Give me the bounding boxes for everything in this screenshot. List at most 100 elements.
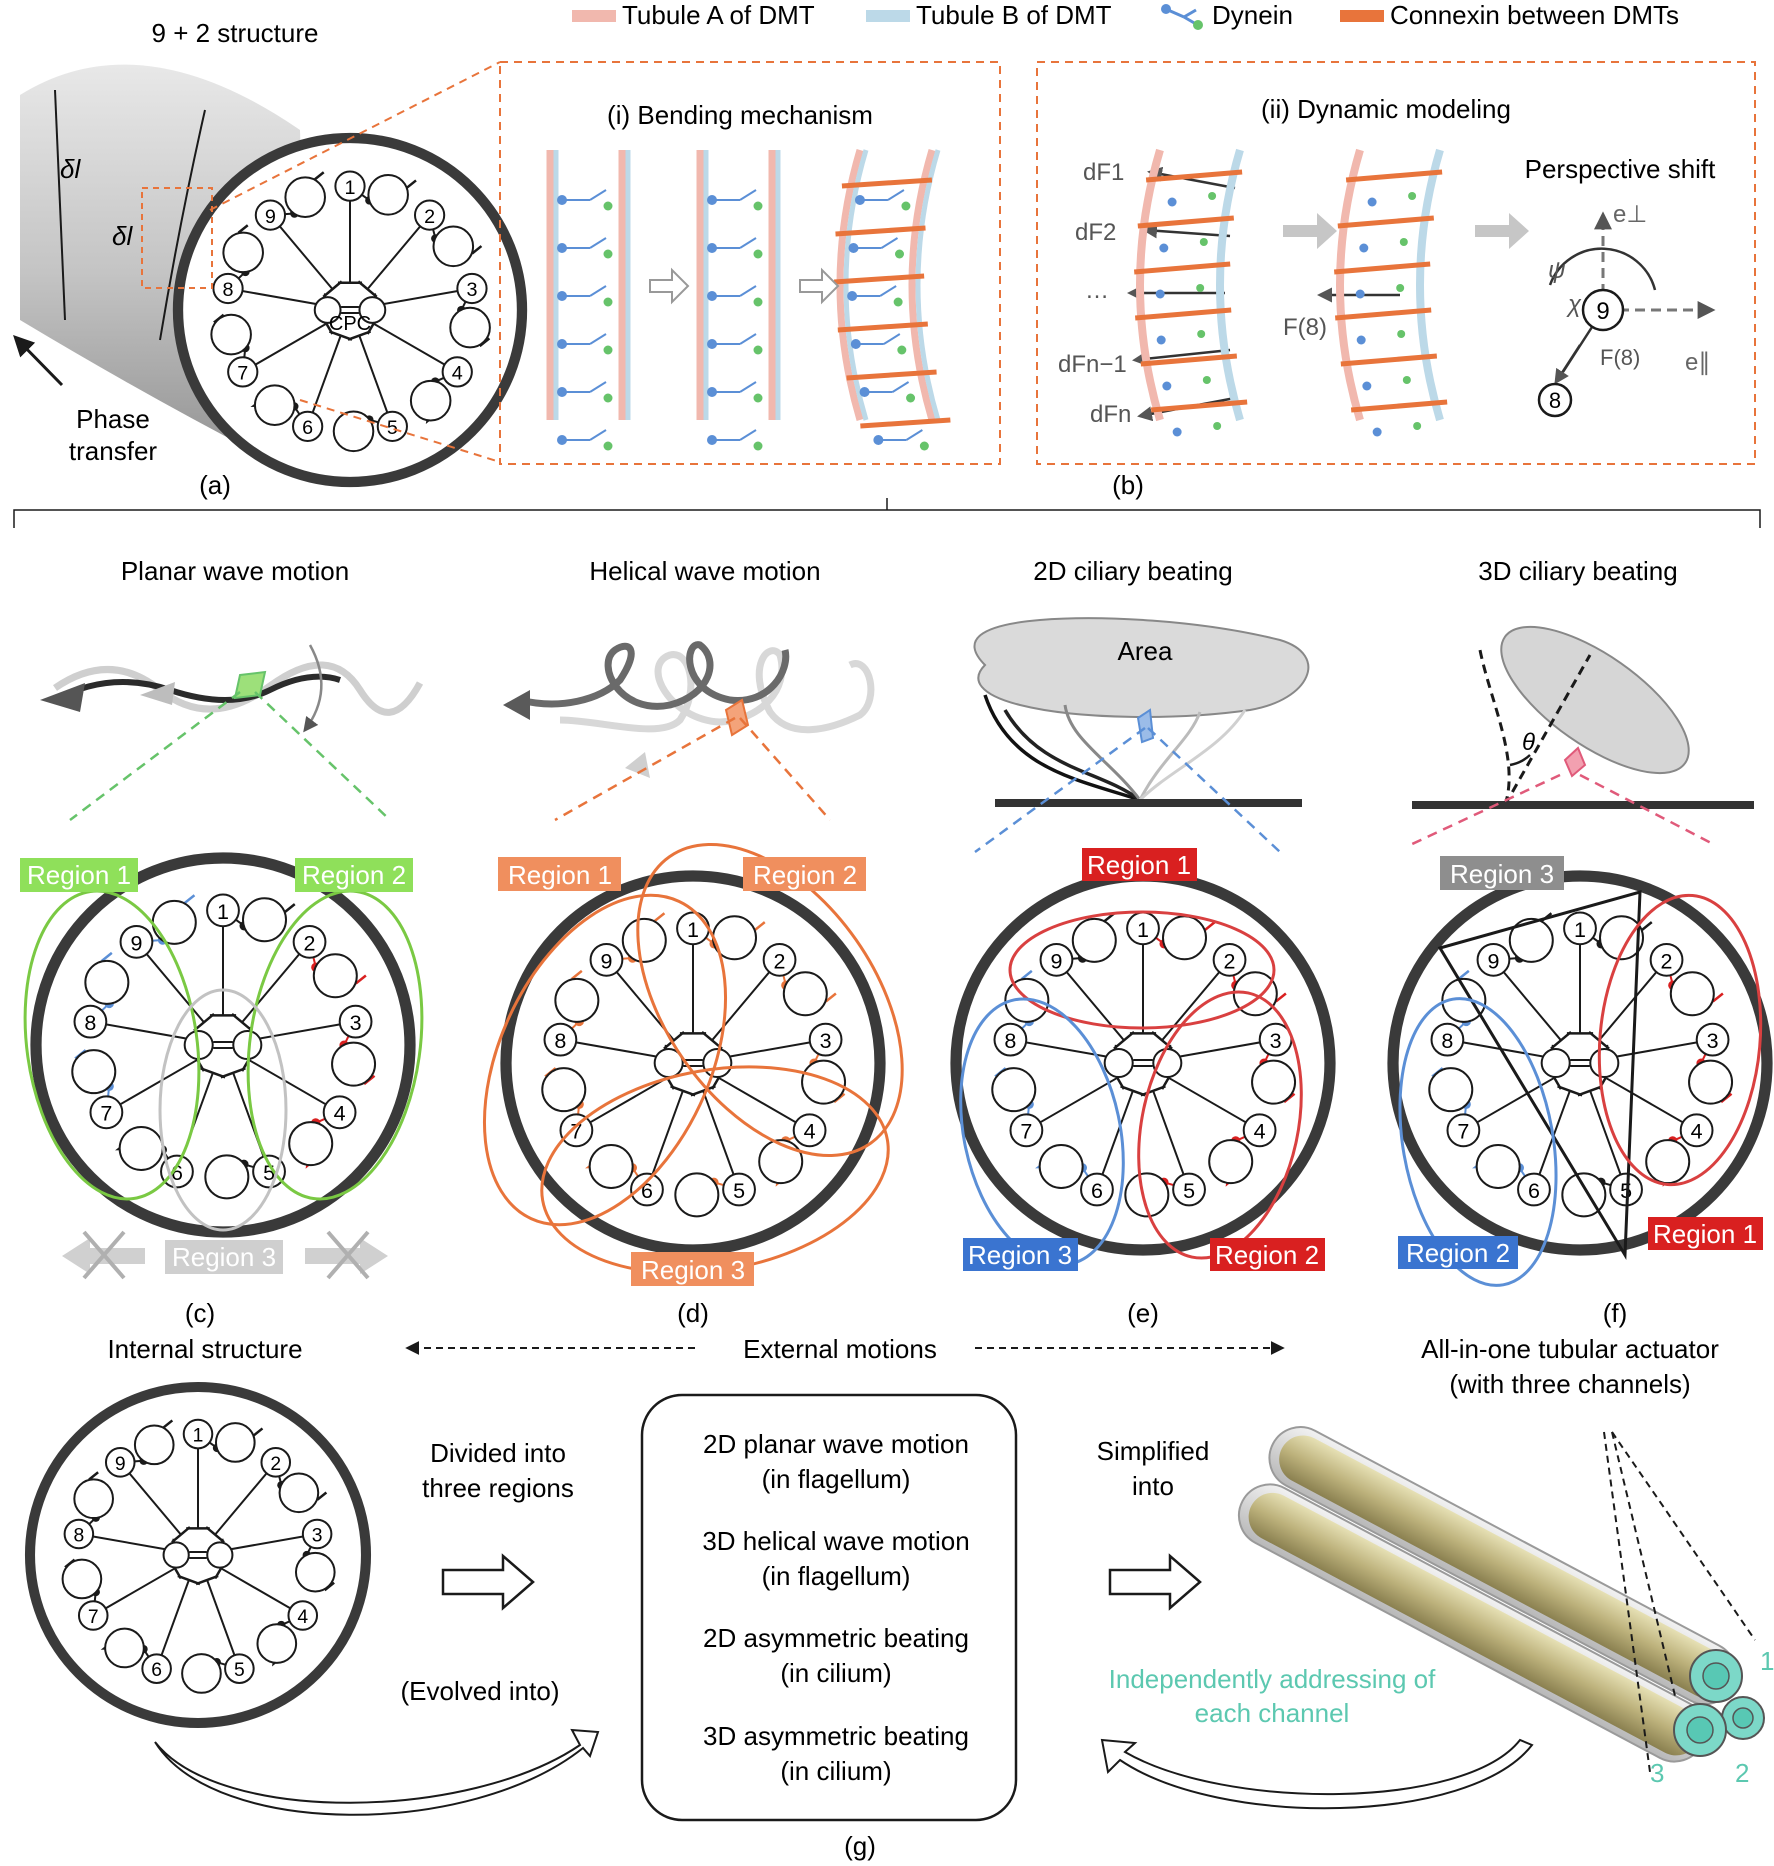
radial-spoke: [1608, 1038, 1713, 1059]
tubule-a: [1080, 1172, 1114, 1207]
tubule-a: [334, 170, 366, 202]
zoom-line: [69, 691, 241, 821]
doublet-number: 1: [217, 900, 229, 924]
tubule-b: [1508, 917, 1554, 963]
dynein-head: [1167, 197, 1177, 207]
dynein-head: [1156, 335, 1166, 345]
cilium-stroke: [1138, 709, 1247, 802]
motion-title: 2D ciliary beating: [1033, 556, 1232, 586]
transfer-label: transfer: [69, 436, 157, 466]
tubule-a: [808, 1022, 843, 1057]
radial-spoke: [575, 1076, 668, 1132]
spoke-head: [193, 1012, 215, 1032]
tubule-b: [1475, 1143, 1521, 1190]
dynein-stalk: [589, 429, 607, 441]
zoom-line: [739, 717, 831, 821]
doublet-number: 5: [234, 1660, 245, 1681]
tubule-a: [543, 1022, 578, 1057]
panel-b: (i) Bending mechanism (ii) Dynamic model…: [499, 61, 1756, 500]
dynein-head: [1362, 381, 1372, 391]
region-3-label-bg: [631, 1252, 754, 1286]
cross-section-internal: 1 2 3 4 5 6 7 8 9: [24, 1381, 372, 1729]
tubule-b: [554, 977, 600, 1023]
radial-spoke: [214, 1461, 277, 1536]
tubule-a: [1563, 911, 1597, 946]
region-3-outline: [1437, 889, 1642, 1261]
radial-spoke: [306, 335, 342, 427]
doublet-number: 2: [774, 949, 786, 973]
doublet-number: 3: [350, 1011, 362, 1035]
region-1-outline: [482, 893, 728, 1227]
dynein-head: [557, 243, 567, 253]
dynein-stalk: [739, 429, 757, 441]
tubule-a: [301, 1518, 333, 1550]
dynein-stalk: [739, 381, 757, 393]
tubule-b: [1216, 148, 1244, 422]
tubule-a: [73, 1004, 108, 1039]
vertical-axis: [1478, 649, 1511, 806]
doublet-number: 4: [452, 363, 463, 385]
tubule-b: [1038, 1143, 1084, 1190]
connexin: [833, 273, 925, 285]
channel-number: 3: [1650, 1758, 1664, 1788]
helix-ghost: [559, 647, 875, 734]
tubular-actuator: 1 2 3: [1237, 1426, 1774, 1788]
force-arrow: [1132, 348, 1231, 367]
doublet-number: 8: [223, 279, 234, 301]
force-label: dFn: [1090, 401, 1131, 428]
dynein-head: [707, 243, 717, 253]
dynein-stalk: [887, 189, 905, 201]
independent-label: Independently addressing of: [1109, 1664, 1436, 1694]
cilium-stroke: [983, 694, 1141, 802]
dynein-tail: [901, 201, 911, 211]
doublet-number: 7: [237, 363, 248, 385]
tubule-b: [118, 1125, 164, 1172]
motion-title: Planar wave motion: [121, 556, 349, 586]
dynein-tail: [1213, 422, 1222, 430]
doublet-number: 8: [84, 1011, 96, 1035]
3d-ciliary-illustration: θ: [1409, 625, 1754, 847]
tubule-b: [222, 231, 264, 274]
tubule-a: [1039, 942, 1074, 977]
tubule-a: [338, 1004, 373, 1039]
doublet-number: 2: [424, 206, 435, 228]
force-label: …: [1085, 277, 1109, 304]
section-marker: [1563, 746, 1587, 778]
doublet-number: 1: [1137, 918, 1149, 942]
connexin: [1350, 399, 1448, 413]
dynein-tail: [753, 345, 763, 355]
doublet-number: 3: [820, 1029, 832, 1053]
psi-label: ψ: [1548, 257, 1565, 284]
cilium-stroke: [1063, 704, 1142, 801]
tubule-a: [1695, 1022, 1730, 1057]
radial-spoke: [718, 1076, 811, 1132]
region-1-outline: [1597, 893, 1763, 1187]
dynein-tail: [895, 249, 905, 259]
dynein-tail: [1202, 376, 1211, 384]
dmt-pair: [1133, 148, 1248, 437]
connexin: [1133, 261, 1231, 275]
dynein-head: [1372, 427, 1382, 437]
tubule-b: [294, 1551, 336, 1593]
tubule-b: [1669, 971, 1715, 1017]
dmt-pair: [696, 150, 781, 451]
radial-spoke: [1168, 1076, 1261, 1132]
tubule-a: [559, 1113, 594, 1148]
zoom-line: [974, 726, 1146, 854]
region-2-label-bg: [295, 858, 413, 892]
radial-spoke: [251, 1020, 356, 1041]
doublet-number: 2: [270, 1454, 281, 1475]
dynein-tail: [753, 393, 763, 403]
independent-label: each channel: [1195, 1698, 1350, 1728]
cone-axis: [1503, 654, 1592, 806]
doublet-number: 6: [1528, 1179, 1540, 1203]
tubule-a: [1336, 148, 1364, 422]
dynein-stalk: [879, 285, 897, 297]
spoke-head: [1557, 1085, 1583, 1097]
cilium-stroke: [1003, 709, 1142, 802]
radial-spoke: [1171, 1038, 1276, 1059]
psi-arc: [1548, 247, 1657, 291]
tubule-a: [292, 410, 324, 442]
